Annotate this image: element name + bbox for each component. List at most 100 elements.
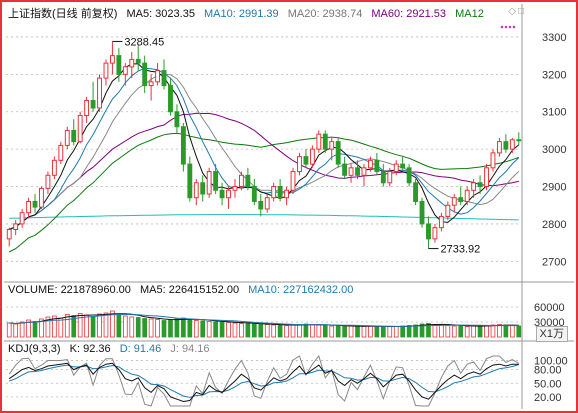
volume-bar [258, 324, 264, 338]
volume-tick-label: 60000 [534, 302, 565, 314]
volume-bar [148, 318, 154, 338]
candle-body [309, 148, 315, 165]
low-annotation: 2733.92 [440, 244, 480, 256]
ma120-line [8, 132, 519, 253]
volume-bar [264, 324, 270, 338]
candle-body [471, 182, 477, 191]
candle-body [206, 171, 212, 195]
volume-bar [232, 322, 238, 338]
volume-bar [26, 319, 31, 338]
candle-body [516, 139, 522, 142]
diamond-icon[interactable]: ◇ [508, 6, 516, 17]
price-title: 上证指数(日线 前复权) [8, 8, 118, 20]
volume-bar [271, 324, 277, 338]
candle-body [51, 159, 57, 176]
volume-bar [200, 320, 206, 338]
volume-bar [90, 316, 96, 338]
kdj-k-label: K: 92.36 [69, 343, 111, 355]
volume-bar [355, 325, 360, 338]
kdj-j-line [8, 354, 520, 407]
candle-body [264, 197, 270, 210]
volume-bar [458, 325, 464, 338]
price-tick-label: 2700 [542, 256, 566, 268]
volume-bar [277, 324, 283, 338]
candle-body [342, 163, 348, 176]
volume-bar [303, 323, 309, 338]
candle-body [251, 186, 257, 202]
volume-bar [387, 326, 393, 338]
volume-bar [97, 313, 102, 338]
volume-bar [181, 317, 186, 338]
volume-bar [193, 320, 199, 338]
volume-bar [116, 314, 122, 338]
volume-bar [6, 322, 12, 338]
kdj-j-label: J: 94.16 [170, 343, 210, 355]
volume-bar [509, 325, 515, 338]
volume-bar [103, 312, 109, 338]
volume-bar [187, 319, 193, 338]
square-icon[interactable]: □ [517, 6, 524, 17]
volume-bar [310, 324, 315, 338]
volume-bar [32, 321, 38, 338]
candle-body [71, 129, 77, 143]
kdj-d-label: D: 91.46 [119, 343, 162, 355]
candle-body [348, 167, 354, 176]
price-tick-label: 2900 [542, 182, 566, 194]
candle-body [232, 186, 238, 191]
volume-bar [322, 325, 328, 338]
volume-bar [406, 325, 412, 338]
candle-body [355, 167, 360, 176]
candle-body [419, 200, 425, 225]
ma10-label: MA10: 2991.39 [204, 8, 279, 20]
ma20-label: MA20: 2938.74 [287, 8, 363, 20]
dots-icon [512, 25, 516, 29]
candle-body [393, 163, 399, 173]
candle-body [116, 55, 122, 75]
volume-ma5-label: MA5: 226415152.00 [139, 284, 240, 296]
volume-bar [219, 321, 225, 338]
kdj-tick-label: 100.00 [534, 356, 568, 368]
price-tick-label: 3200 [542, 69, 566, 81]
volume-bar [64, 314, 70, 338]
volume-bar [361, 326, 367, 338]
volume-bar [316, 324, 322, 338]
candle-body [303, 156, 309, 165]
candle-body [142, 62, 148, 87]
volume-bar [58, 317, 64, 338]
volume-bar [374, 326, 380, 338]
candle-body [445, 204, 451, 217]
volume-bar [432, 324, 438, 338]
volume-bar [335, 325, 341, 338]
volume-bar [400, 325, 406, 338]
ma5-line [9, 63, 520, 230]
volume-ma10-line [9, 313, 519, 327]
volume-bar [393, 326, 399, 338]
volume-bar [497, 324, 502, 338]
candle-body [97, 77, 102, 109]
volume-title: VOLUME: 221878960.00 [8, 284, 131, 296]
candle-body [387, 171, 393, 184]
volume-bar [45, 316, 51, 338]
price-legend: 上证指数(日线 前复权) MA5: 3023.35 MA10: 2991.39 … [8, 7, 490, 21]
candle-body [219, 189, 225, 199]
volume-bar [426, 323, 431, 338]
volume-unit-button[interactable]: X1万 [535, 326, 568, 342]
candle-body [90, 100, 96, 109]
candle-body [316, 133, 322, 150]
volume-bar [290, 324, 296, 338]
candle-body [509, 139, 515, 150]
volume-bar [251, 323, 257, 338]
candle-body [438, 215, 444, 229]
candle-body [496, 141, 502, 154]
candle-body [58, 144, 64, 161]
candle-body [193, 182, 199, 199]
candle-body [39, 187, 44, 208]
volume-bar [155, 319, 160, 338]
volume-bar [413, 324, 418, 338]
kdj-d-line [9, 364, 519, 398]
volume-bar [284, 325, 289, 338]
ma20-line [9, 73, 520, 230]
volume-bar [110, 310, 115, 338]
volume-bar [445, 325, 451, 338]
candle-body [458, 197, 464, 202]
